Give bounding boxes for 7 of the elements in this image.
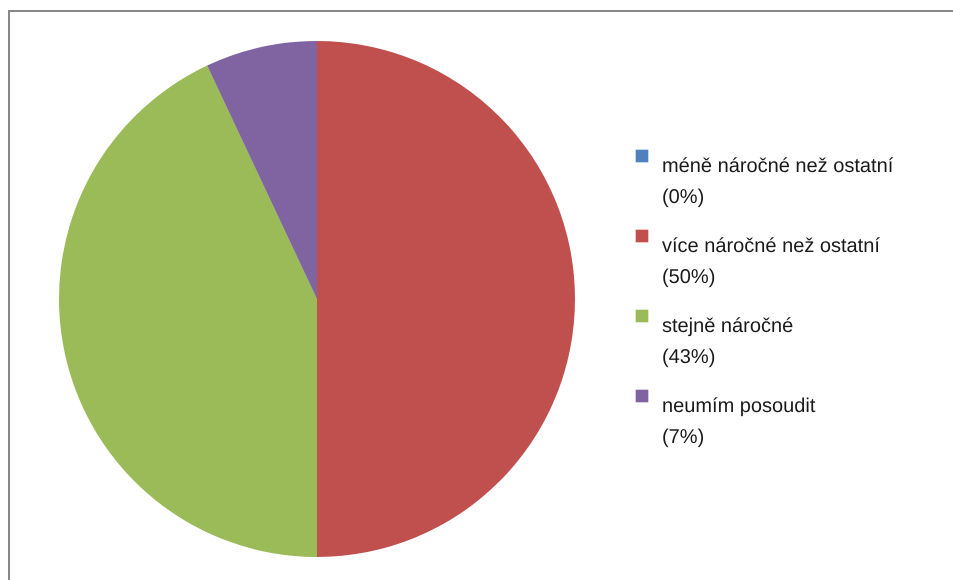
legend-label: stejně náročné (43%) [662, 315, 794, 368]
legend-label: více náročné než ostatní (50%) [662, 235, 880, 288]
pie-slice [207, 41, 317, 299]
pie-slice [59, 66, 317, 557]
legend-label: neumím posoudit (7%) [662, 395, 816, 448]
pie-slice [317, 41, 574, 557]
legend-label: méně náročné než ostatní (0%) [662, 155, 894, 208]
